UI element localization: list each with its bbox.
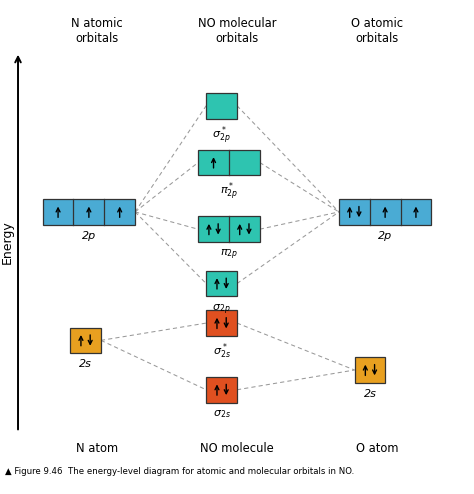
Text: N atom: N atom (76, 442, 118, 455)
Text: Energy: Energy (1, 220, 14, 264)
Text: $\pi_{2p}$: $\pi_{2p}$ (220, 248, 238, 262)
Text: NO molecule: NO molecule (200, 442, 274, 455)
Text: 2s: 2s (79, 359, 92, 369)
Bar (70, 328, 101, 353)
Text: ▲ Figure 9.46  The energy-level diagram for atomic and molecular orbitals in NO.: ▲ Figure 9.46 The energy-level diagram f… (5, 467, 354, 476)
Bar (206, 377, 237, 403)
Text: $\sigma_{2s}$: $\sigma_{2s}$ (213, 409, 230, 420)
Text: O atom: O atom (356, 442, 398, 455)
Text: 2s: 2s (364, 389, 376, 399)
Bar (198, 216, 260, 242)
Text: 2p: 2p (82, 231, 96, 241)
Bar (206, 271, 237, 296)
Bar (339, 199, 431, 225)
Text: $\pi^*_{2p}$: $\pi^*_{2p}$ (220, 181, 238, 204)
Text: 2p: 2p (378, 231, 392, 241)
Text: $\sigma^*_{2p}$: $\sigma^*_{2p}$ (212, 124, 231, 147)
Text: $\sigma^*_{2s}$: $\sigma^*_{2s}$ (213, 342, 230, 362)
Bar (43, 199, 135, 225)
Bar (355, 357, 385, 383)
Text: N atomic
orbitals: N atomic orbitals (71, 17, 123, 45)
Bar (206, 310, 237, 336)
Bar (206, 93, 237, 119)
Text: $\sigma_{2p}$: $\sigma_{2p}$ (212, 302, 231, 317)
Text: O atomic
orbitals: O atomic orbitals (351, 17, 403, 45)
Text: NO molecular
orbitals: NO molecular orbitals (198, 17, 276, 45)
Bar (198, 150, 260, 175)
